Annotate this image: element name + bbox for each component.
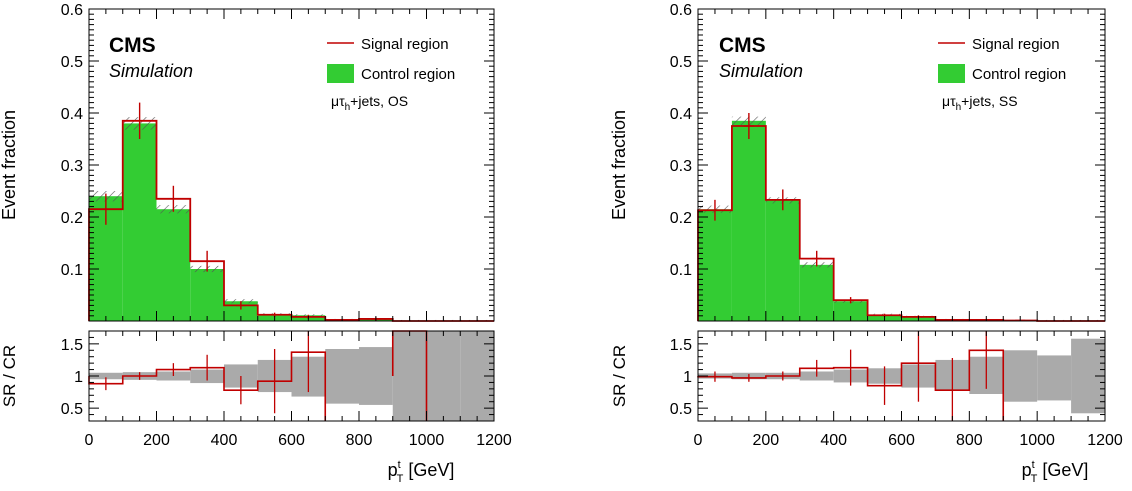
ss-x-axis-label-p: p [1022,460,1032,480]
os-legend-signal-label: Signal region [361,36,449,53]
os-axes: 0 200 400 600 800 1000 1200 0.1 0.2 0.3 0.4 0.5 0.6 0… [61,2,512,449]
os-y-tick-label: 0.3 [61,158,83,175]
ss-ratio-plot-content [697,331,1105,421]
os-control-bar [122,123,157,322]
ss-axes: 0 200 400 600 800 1000 1200 0.1 0.2 0.3 0.4 0.5 0.6 0… [670,2,1123,449]
os-y-tick-label: 0.1 [61,262,83,279]
os-legend-control-label: Control region [361,66,455,83]
ss-x-axis-label-unit: [GeV] [1037,460,1088,480]
os-x-tick-label: 600 [278,432,305,449]
os-y-tick-label: 0.6 [61,2,83,19]
ss-control-bar [765,200,800,321]
ss-control-bar [698,209,732,321]
ss-control-bar [731,120,766,321]
ss-y-tick-label: 0.2 [670,210,692,227]
ss-channel-rest: +jets, SS [961,93,1017,109]
chart-ss: 0 200 400 600 800 1000 1200 0.1 0.2 0.3 0.4 0.5 0.6 0… [609,2,1123,485]
ss-ratio-tick-label: 1.5 [670,337,692,354]
ss-y-tick-label: 0.3 [670,158,692,175]
ss-simulation-label: Simulation [719,61,803,81]
ss-y-axis-label: Event fraction [609,110,629,220]
ss-x-tick-label: 1200 [1087,432,1123,449]
os-x-tick-label: 0 [85,432,94,449]
ss-ratio-tick-label: 0.5 [670,401,692,418]
ss-x-axis-label: pt T [GeV] [1022,459,1089,485]
ss-channel-annotation: μτh+jets, SS [942,93,1018,113]
ss-y-tick-label: 0.1 [670,262,692,279]
ss-y-tick-label: 0.5 [670,54,692,71]
ss-ratio-band [1003,350,1038,402]
ss-legend-control-swatch [938,64,965,83]
os-control-bar [190,269,224,321]
os-main-plot-content [88,102,494,322]
os-ratio-tick-label: 0.5 [61,401,83,418]
ss-ratio-band [1037,355,1072,401]
ss-y-tick-label: 0.6 [670,2,692,19]
ss-x-tick-label: 200 [752,432,779,449]
os-x-tick-label: 1000 [409,432,445,449]
os-ratio-band [325,349,359,404]
os-ratio-tick-label: 1 [74,369,83,386]
ss-ratio-y-axis-label: SR / CR [610,345,629,407]
ss-control-bar [799,264,834,321]
ss-legend-control-label: Control region [972,66,1066,83]
os-ratio-band [89,372,123,380]
os-x-tick-label: 800 [346,432,373,449]
os-x-tick-label: 400 [211,432,238,449]
os-x-axis-label-p: p [388,460,398,480]
ss-ratio-tick-label: 1 [683,369,692,386]
ss-x-tick-label: 400 [820,432,847,449]
os-y-axis-label: Event fraction [0,110,19,220]
ss-legend-signal-label: Signal region [972,36,1060,53]
ss-x-axis-label-sup: t [1032,459,1035,471]
os-ratio-band [359,347,393,405]
ss-x-tick-label: 800 [956,432,983,449]
os-x-axis-label: pt T [GeV] [388,459,455,485]
chart-os: 0 200 400 600 800 1000 1200 0.1 0.2 0.3 0.4 0.5 0.6 0… [0,2,512,485]
os-x-axis-label-unit: [GeV] [403,460,454,480]
os-simulation-label: Simulation [109,61,193,81]
os-y-tick-label: 0.4 [61,106,83,123]
os-channel-sub: h [345,102,351,113]
os-legend-control-swatch [327,64,354,83]
ss-main-plot-content [697,113,1105,322]
os-ratio-y-axis-label: SR / CR [0,345,19,407]
os-ratio-band [426,331,461,421]
os-x-axis-label-sup: t [398,459,401,471]
os-y-tick-label: 0.2 [61,210,83,227]
os-channel-annotation: μτh+jets, OS [331,93,408,113]
os-cms-label: CMS [109,34,156,57]
ss-channel-sub: h [956,102,962,113]
ss-control-bar [833,301,868,321]
os-control-bar [156,209,191,321]
ss-signal-step-line [697,125,1105,322]
ss-x-tick-label: 0 [694,432,703,449]
os-x-axis-label-sub: T [397,473,404,485]
os-x-tick-label: 1200 [476,432,512,449]
os-channel-rest: +jets, OS [350,93,408,109]
ss-x-tick-label: 600 [888,432,915,449]
os-ratio-tick-label: 1.5 [61,337,83,354]
ss-x-tick-label: 1000 [1019,432,1055,449]
os-channel-main: μτ [331,93,345,109]
os-x-tick-label: 200 [143,432,170,449]
os-y-tick-label: 0.5 [61,54,83,71]
ss-x-axis-label-sub: T [1031,473,1038,485]
ss-channel-main: μτ [942,93,956,109]
ss-cms-label: CMS [719,34,766,57]
os-ratio-plot-content [88,330,494,421]
os-ratio-band [392,331,427,421]
ss-y-tick-label: 0.4 [670,106,692,123]
